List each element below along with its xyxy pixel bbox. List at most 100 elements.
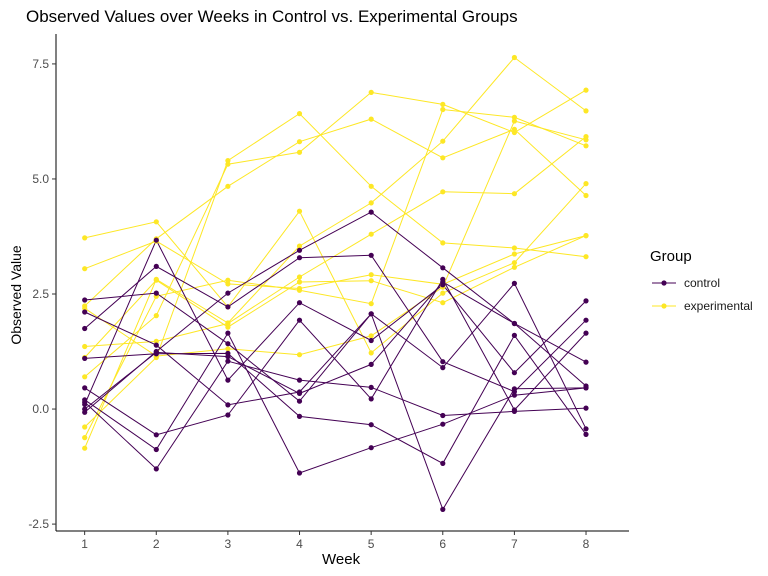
- experimental-data-point: [82, 305, 88, 311]
- control-data-point: [225, 402, 231, 408]
- control-data-point: [583, 431, 589, 437]
- control-data-point: [583, 359, 589, 365]
- experimental-series-line-9: [84, 56, 587, 449]
- experimental-data-point: [583, 137, 589, 143]
- control-series-line-2: [84, 254, 587, 393]
- control-data-point: [82, 325, 88, 332]
- legend-label-control: control: [684, 275, 721, 290]
- control-data-point: [583, 426, 589, 432]
- control-data-point: [82, 397, 88, 403]
- control-series-line-6: [84, 360, 587, 470]
- control-data-point: [583, 405, 589, 411]
- control-data-point: [511, 386, 517, 392]
- experimental-data-point: [583, 87, 589, 93]
- control-data-point: [440, 421, 446, 427]
- experimental-data-point: [368, 333, 374, 339]
- control-data-point: [368, 445, 374, 451]
- experimental-data-point: [82, 445, 88, 451]
- control-data-point: [440, 365, 446, 371]
- control-data-point: [296, 317, 303, 323]
- control-data-point: [440, 506, 446, 512]
- legend: Group control experimental: [650, 248, 753, 317]
- experimental-data-point: [225, 183, 231, 189]
- experimental-data-point: [225, 324, 231, 330]
- control-series-line-4: [84, 278, 587, 436]
- chart-title: Observed Values over Weeks in Control vs…: [26, 7, 518, 26]
- experimental-data-point: [153, 219, 159, 225]
- experimental-data-point: [583, 192, 589, 199]
- control-data-point: [368, 337, 374, 344]
- legend-title: Group: [650, 248, 692, 265]
- experimental-data-point: [296, 279, 303, 285]
- experimental-data-point: [511, 264, 517, 270]
- experimental-data-point: [368, 89, 374, 95]
- control-data-point: [440, 279, 446, 285]
- experimental-series-line-5: [84, 108, 587, 438]
- axes: -2.5 0.0 2.5 5.0 7.5 1 2 3 4 5 6 7 8: [28, 34, 629, 551]
- y-tick-label: 5.0: [32, 172, 49, 186]
- series-points: [82, 54, 589, 512]
- control-data-point: [153, 237, 159, 243]
- experimental-series-line-1: [84, 235, 587, 290]
- experimental-data-point: [368, 231, 374, 237]
- experimental-data-point: [153, 276, 159, 282]
- control-data-point: [153, 446, 159, 453]
- y-tick-label: 7.5: [32, 57, 49, 71]
- experimental-data-point: [82, 266, 88, 272]
- control-data-point: [296, 413, 303, 419]
- y-tick-label: 0.0: [32, 402, 49, 416]
- experimental-data-point: [225, 158, 231, 164]
- experimental-data-point: [82, 424, 88, 430]
- experimental-data-point: [440, 155, 446, 161]
- control-data-point: [368, 361, 374, 367]
- control-data-point: [440, 359, 446, 365]
- experimental-data-point: [511, 191, 517, 197]
- control-data-point: [368, 252, 374, 258]
- x-tick-label: 7: [511, 537, 518, 551]
- y-axis-title: Observed Value: [8, 245, 24, 345]
- control-data-point: [511, 332, 517, 338]
- experimental-series-line-3: [84, 118, 587, 307]
- experimental-data-point: [583, 143, 589, 149]
- control-data-point: [296, 470, 303, 476]
- legend-item-experimental: experimental: [650, 294, 753, 317]
- experimental-data-point: [368, 183, 374, 189]
- control-data-point: [225, 341, 231, 347]
- control-data-point: [296, 377, 303, 383]
- experimental-data-point: [225, 346, 231, 352]
- experimental-series-line-2: [84, 183, 587, 354]
- experimental-data-point: [511, 118, 517, 124]
- experimental-series-line-4: [84, 235, 587, 358]
- control-data-point: [583, 330, 589, 336]
- experimental-data-point: [511, 54, 517, 61]
- x-tick-label: 2: [153, 537, 160, 551]
- control-data-point: [153, 466, 159, 472]
- experimental-data-point: [511, 129, 517, 136]
- experimental-data-point: [511, 245, 517, 251]
- experimental-data-point: [440, 106, 446, 113]
- control-series-line-1: [84, 282, 587, 430]
- experimental-data-point: [368, 272, 374, 278]
- experimental-data-point: [82, 343, 88, 350]
- series-lines: [84, 56, 587, 511]
- control-data-point: [368, 311, 374, 317]
- experimental-data-point: [225, 161, 231, 167]
- control-data-point: [368, 209, 374, 215]
- experimental-data-point: [368, 350, 374, 356]
- experimental-data-point: [440, 290, 446, 296]
- control-data-point: [368, 422, 374, 428]
- control-data-point: [82, 309, 88, 315]
- control-data-point: [583, 385, 589, 391]
- experimental-data-point: [440, 101, 446, 107]
- control-data-point: [583, 317, 589, 323]
- x-tick-label: 8: [583, 537, 590, 551]
- control-data-point: [296, 247, 303, 253]
- control-data-point: [368, 396, 374, 402]
- experimental-series-line-6: [84, 136, 587, 347]
- experimental-data-point: [368, 301, 374, 307]
- x-tick-label: 1: [81, 537, 88, 551]
- control-data-point: [511, 408, 517, 414]
- experimental-data-point: [583, 254, 589, 260]
- control-data-point: [153, 351, 159, 357]
